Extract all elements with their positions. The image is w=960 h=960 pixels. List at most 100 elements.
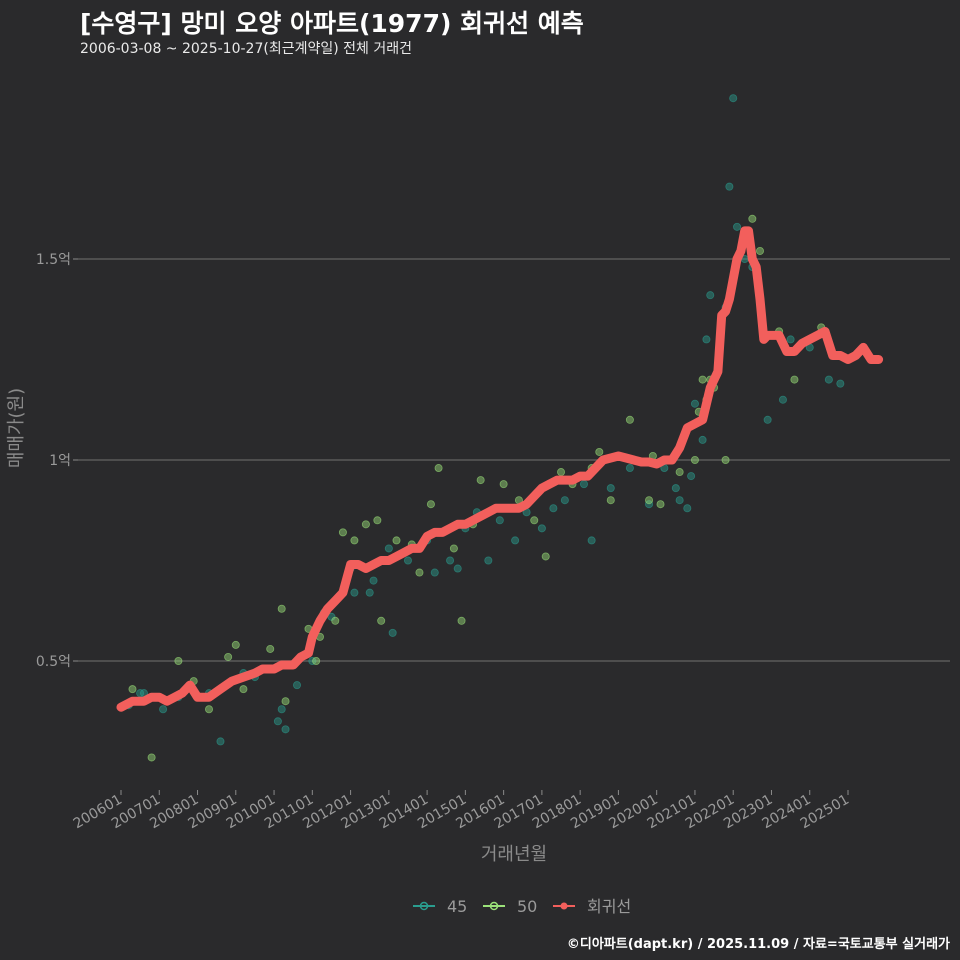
data-point-45: [706, 291, 715, 300]
data-point-50: [239, 685, 248, 694]
legend-swatch-dot: [489, 901, 499, 911]
chart-title: [수영구] 망미 오양 아파트(1977) 회귀선 예측: [80, 9, 584, 38]
data-point-45: [511, 536, 520, 545]
regression-line: [116, 226, 884, 712]
data-point-50: [690, 455, 699, 464]
y-tick-label: 1.5억: [36, 252, 71, 268]
data-point-50: [331, 616, 340, 625]
data-point-45: [484, 556, 493, 565]
data-point-50: [377, 616, 386, 625]
data-point-50: [595, 447, 604, 456]
data-point-45: [560, 496, 569, 505]
data-point-45: [430, 568, 439, 577]
data-point-45: [388, 628, 397, 637]
data-point-45: [687, 472, 696, 481]
data-point-45: [836, 379, 845, 388]
data-point-45: [733, 222, 742, 231]
data-point-50: [147, 753, 156, 762]
data-point-45: [453, 564, 462, 573]
data-point-50: [266, 644, 275, 653]
data-point-45: [365, 588, 374, 597]
data-point-50: [457, 616, 466, 625]
data-point-45: [625, 464, 634, 473]
data-point-50: [434, 464, 443, 473]
data-point-45: [725, 182, 734, 191]
data-point-45: [579, 480, 588, 489]
legend-label: 50: [517, 897, 537, 916]
data-point-50: [224, 652, 233, 661]
data-point-45: [683, 504, 692, 513]
data-point-50: [174, 657, 183, 666]
data-point-50: [557, 468, 566, 477]
chart-subtitle: 2006-03-08 ~ 2025-10-27(최근계약일) 전체 거래건: [80, 41, 412, 57]
data-point-50: [790, 375, 799, 384]
data-point-50: [373, 516, 382, 525]
gridlines: [78, 258, 950, 662]
data-point-45: [549, 504, 558, 513]
data-point-45: [216, 737, 225, 746]
data-point-45: [369, 576, 378, 585]
x-axis-label: 거래년월: [481, 844, 547, 865]
y-tick-label: 0.5억: [36, 654, 71, 670]
data-point-45: [778, 395, 787, 404]
y-axis-ticks: 0.5억 1억 1.5억: [36, 252, 78, 670]
legend-label: 45: [447, 897, 467, 916]
data-point-50: [415, 568, 424, 577]
legend-swatch-dot: [419, 901, 429, 911]
data-point-50: [675, 468, 684, 477]
data-point-45: [446, 556, 455, 565]
data-point-45: [606, 484, 615, 493]
data-point-45: [293, 681, 302, 690]
data-point-45: [277, 705, 286, 714]
data-point-50: [645, 496, 654, 505]
data-point-50: [530, 516, 539, 525]
regression-line-group: [116, 226, 884, 712]
data-point-50: [426, 500, 435, 509]
data-point-45: [384, 544, 393, 553]
legend-label: 회귀선: [587, 897, 631, 916]
data-point-50: [625, 415, 634, 424]
legend: 45 50 회귀선: [413, 897, 631, 916]
data-point-45: [698, 435, 707, 444]
data-point-50: [277, 604, 286, 613]
data-point-50: [755, 246, 764, 255]
data-point-50: [721, 455, 730, 464]
data-point-45: [281, 725, 290, 734]
data-point-45: [495, 516, 504, 525]
data-point-45: [763, 415, 772, 424]
data-point-50: [338, 528, 347, 537]
data-point-45: [671, 484, 680, 493]
data-point-45: [537, 524, 546, 533]
data-point-50: [541, 552, 550, 561]
data-point-50: [231, 640, 240, 649]
data-point-45: [645, 500, 654, 509]
y-axis-label: 매매가(원): [6, 388, 27, 468]
source-footer: ©디아파트(dapt.kr) / 2025.11.09 / 자료=국토교통부 실…: [566, 937, 950, 952]
data-point-50: [499, 480, 508, 489]
data-point-50: [748, 214, 757, 223]
data-point-50: [361, 520, 370, 529]
data-point-50: [698, 375, 707, 384]
x-axis-ticks: 2006012007012008012009012010012011012012…: [71, 790, 852, 832]
data-point-45: [690, 399, 699, 408]
data-point-45: [159, 705, 168, 714]
data-point-45: [824, 375, 833, 384]
data-point-45: [403, 556, 412, 565]
data-point-50: [476, 476, 485, 485]
data-point-45: [786, 335, 795, 344]
data-point-50: [128, 685, 137, 694]
data-point-45: [702, 335, 711, 344]
data-point-45: [729, 94, 738, 103]
data-point-45: [675, 496, 684, 505]
data-point-50: [281, 697, 290, 706]
data-point-50: [392, 536, 401, 545]
y-tick-label: 1억: [49, 453, 71, 469]
data-point-50: [350, 536, 359, 545]
data-point-50: [312, 657, 321, 666]
legend-swatch-dot: [560, 902, 568, 910]
data-point-45: [350, 588, 359, 597]
data-point-45: [587, 536, 596, 545]
data-point-45: [273, 717, 282, 726]
